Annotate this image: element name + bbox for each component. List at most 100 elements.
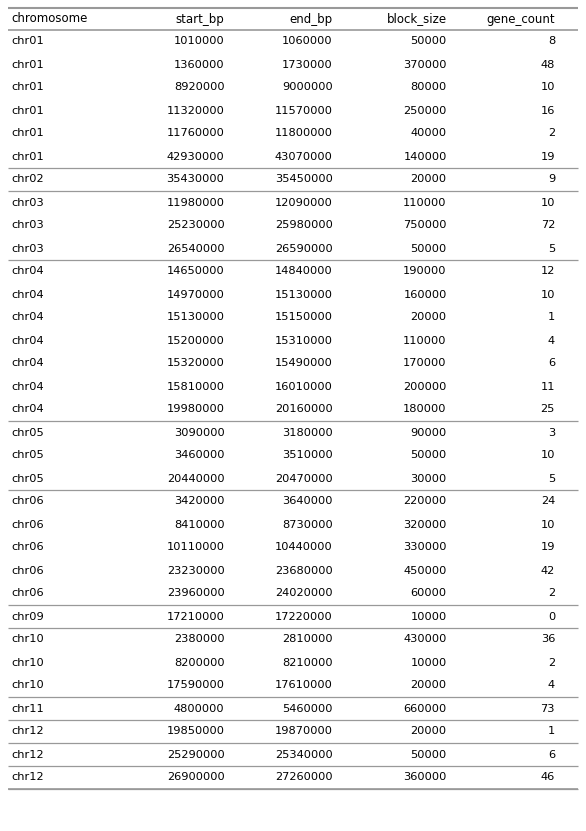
Text: 24020000: 24020000 xyxy=(275,588,333,598)
Text: 11760000: 11760000 xyxy=(166,129,224,139)
Text: 110000: 110000 xyxy=(403,198,447,208)
Text: 20000: 20000 xyxy=(411,726,447,736)
Text: 10000: 10000 xyxy=(411,657,447,667)
Text: 12090000: 12090000 xyxy=(275,198,333,208)
Text: start_bp: start_bp xyxy=(176,12,224,26)
Text: 2: 2 xyxy=(548,129,555,139)
Text: chr04: chr04 xyxy=(11,267,43,277)
Text: 5460000: 5460000 xyxy=(282,704,333,714)
Text: 10: 10 xyxy=(540,198,555,208)
Text: chr04: chr04 xyxy=(11,312,43,322)
Text: 10: 10 xyxy=(540,289,555,299)
Text: 4: 4 xyxy=(548,681,555,691)
Text: 15130000: 15130000 xyxy=(275,289,333,299)
Text: 8920000: 8920000 xyxy=(174,82,224,92)
Text: 20160000: 20160000 xyxy=(275,405,333,415)
Text: 0: 0 xyxy=(548,612,555,622)
Text: chr12: chr12 xyxy=(11,726,43,736)
Text: 17210000: 17210000 xyxy=(166,612,224,622)
Text: 1060000: 1060000 xyxy=(282,37,333,47)
Text: 10440000: 10440000 xyxy=(275,543,333,553)
Text: chr06: chr06 xyxy=(11,543,43,553)
Text: 19: 19 xyxy=(540,543,555,553)
Text: 19980000: 19980000 xyxy=(166,405,224,415)
Text: 15130000: 15130000 xyxy=(166,312,224,322)
Text: chr12: chr12 xyxy=(11,750,43,760)
Text: 73: 73 xyxy=(540,704,555,714)
Text: chr01: chr01 xyxy=(11,60,44,70)
Text: 10: 10 xyxy=(540,82,555,92)
Text: chr01: chr01 xyxy=(11,37,44,47)
Text: 14650000: 14650000 xyxy=(166,267,224,277)
Text: 9000000: 9000000 xyxy=(282,82,333,92)
Text: chromosome: chromosome xyxy=(11,12,87,26)
Text: 3420000: 3420000 xyxy=(174,496,224,507)
Text: chr04: chr04 xyxy=(11,381,43,391)
Text: 19870000: 19870000 xyxy=(275,726,333,736)
Text: 2: 2 xyxy=(548,588,555,598)
Text: chr03: chr03 xyxy=(11,198,44,208)
Text: 190000: 190000 xyxy=(403,267,447,277)
Text: chr06: chr06 xyxy=(11,496,43,507)
Text: 6: 6 xyxy=(548,358,555,368)
Text: 20000: 20000 xyxy=(411,681,447,691)
Text: 10: 10 xyxy=(540,450,555,460)
Text: 3640000: 3640000 xyxy=(282,496,333,507)
Text: 35450000: 35450000 xyxy=(275,175,333,184)
Text: chr04: chr04 xyxy=(11,289,43,299)
Text: 450000: 450000 xyxy=(403,566,447,576)
Text: 4: 4 xyxy=(548,336,555,346)
Text: chr04: chr04 xyxy=(11,336,43,346)
Text: 15310000: 15310000 xyxy=(275,336,333,346)
Text: 26900000: 26900000 xyxy=(166,773,224,783)
Text: 5: 5 xyxy=(548,474,555,484)
Text: 35430000: 35430000 xyxy=(166,175,224,184)
Text: chr12: chr12 xyxy=(11,773,43,783)
Text: 11570000: 11570000 xyxy=(275,106,333,116)
Text: 750000: 750000 xyxy=(403,220,447,230)
Text: chr01: chr01 xyxy=(11,82,44,92)
Text: 3: 3 xyxy=(548,427,555,437)
Text: chr04: chr04 xyxy=(11,405,43,415)
Text: 8210000: 8210000 xyxy=(282,657,333,667)
Text: 50000: 50000 xyxy=(411,750,447,760)
Text: 10: 10 xyxy=(540,519,555,529)
Text: 25: 25 xyxy=(541,405,555,415)
Text: 25290000: 25290000 xyxy=(166,750,224,760)
Text: chr10: chr10 xyxy=(11,657,44,667)
Text: 1010000: 1010000 xyxy=(173,37,224,47)
Text: chr02: chr02 xyxy=(11,175,43,184)
Text: 220000: 220000 xyxy=(404,496,447,507)
Text: 17590000: 17590000 xyxy=(166,681,224,691)
Text: 43070000: 43070000 xyxy=(275,151,333,161)
Text: 1360000: 1360000 xyxy=(174,60,224,70)
Text: chr10: chr10 xyxy=(11,635,44,645)
Text: end_bp: end_bp xyxy=(289,12,333,26)
Text: chr01: chr01 xyxy=(11,106,44,116)
Text: 2810000: 2810000 xyxy=(282,635,333,645)
Text: chr01: chr01 xyxy=(11,129,44,139)
Text: 72: 72 xyxy=(541,220,555,230)
Text: 23230000: 23230000 xyxy=(166,566,224,576)
Text: gene_count: gene_count xyxy=(486,12,555,26)
Text: 3460000: 3460000 xyxy=(174,450,224,460)
Text: chr01: chr01 xyxy=(11,151,44,161)
Text: chr03: chr03 xyxy=(11,220,44,230)
Text: 20000: 20000 xyxy=(411,175,447,184)
Text: 1: 1 xyxy=(548,726,555,736)
Text: 80000: 80000 xyxy=(411,82,447,92)
Text: 200000: 200000 xyxy=(403,381,447,391)
Text: chr05: chr05 xyxy=(11,450,44,460)
Text: 2380000: 2380000 xyxy=(174,635,224,645)
Text: chr03: chr03 xyxy=(11,243,44,253)
Text: 60000: 60000 xyxy=(411,588,447,598)
Text: 8410000: 8410000 xyxy=(174,519,224,529)
Text: 140000: 140000 xyxy=(403,151,447,161)
Text: block_size: block_size xyxy=(387,12,447,26)
Text: 110000: 110000 xyxy=(403,336,447,346)
Text: 1730000: 1730000 xyxy=(282,60,333,70)
Text: 27260000: 27260000 xyxy=(275,773,333,783)
Text: 20000: 20000 xyxy=(411,312,447,322)
Text: 11980000: 11980000 xyxy=(166,198,224,208)
Text: 14840000: 14840000 xyxy=(275,267,333,277)
